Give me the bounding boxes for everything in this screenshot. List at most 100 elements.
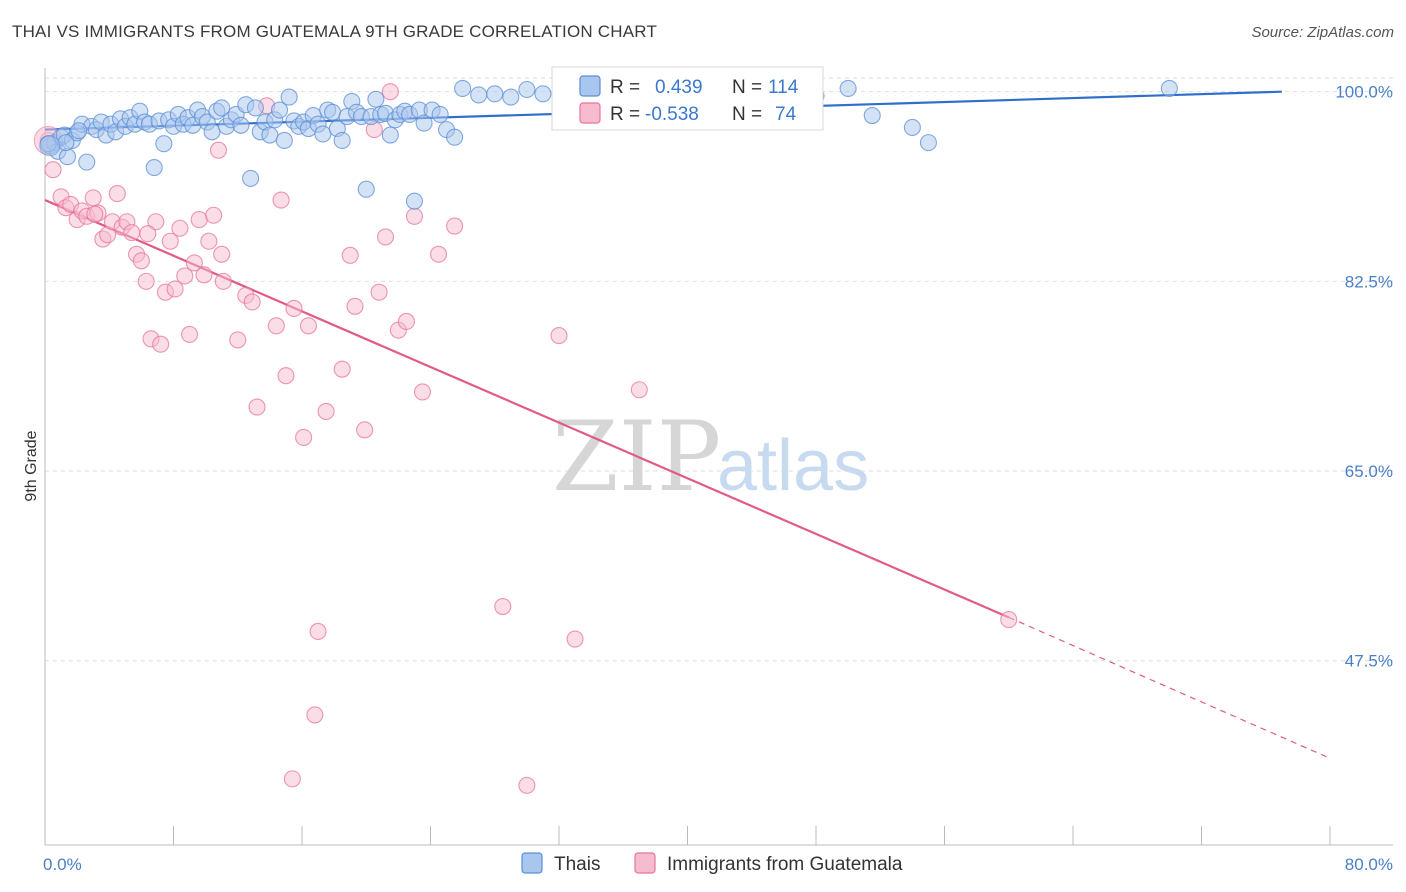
thai-point-49 — [270, 101, 289, 119]
guatemala-point-13 — [108, 185, 126, 203]
guatemala-point-65 — [566, 630, 584, 648]
thai-point-37 — [213, 99, 231, 117]
thai-point-87 — [502, 88, 520, 106]
guatemala-point-57 — [381, 83, 399, 101]
thai-point-113 — [70, 122, 88, 140]
stats-legend: R = 0.439 N = 114 R = -0.538 N = 74 — [551, 66, 824, 131]
thai-point-77 — [405, 192, 423, 210]
thai-point-110 — [1160, 79, 1178, 97]
thai-point-62 — [333, 131, 351, 150]
guatemala-point-68 — [283, 770, 301, 788]
y-tick-label-3: 47.5% — [1345, 652, 1393, 671]
thai-point-72 — [381, 126, 399, 144]
guatemala-point-24 — [161, 232, 179, 250]
guatemala-point-56 — [376, 228, 395, 246]
thai-point-35 — [203, 123, 221, 141]
guatemala-point-48 — [306, 706, 324, 724]
guatemala-point-55 — [370, 283, 388, 301]
grid-lines — [45, 77, 1393, 662]
guatemala-point-36 — [229, 331, 247, 349]
guatemala-point-21 — [147, 213, 165, 231]
thai-point-5 — [58, 148, 77, 166]
bottom-legend-guatemala-label: Immigrants from Guatemala — [667, 854, 903, 875]
guatemala-point-49 — [317, 402, 335, 420]
y-tick-label-0: 100.0% — [1335, 83, 1393, 102]
guatemala-point-71 — [139, 225, 157, 243]
guatemala-point-67 — [1000, 610, 1018, 629]
guatemala-point-16 — [123, 224, 141, 242]
y-axis-label: 9th Grade — [23, 430, 40, 501]
guatemala-point-30 — [190, 211, 208, 229]
thai-point-89 — [534, 85, 552, 103]
guatemala-point-33 — [205, 206, 223, 224]
thai-point-108 — [903, 118, 921, 136]
chart-title: THAI VS IMMIGRANTS FROM GUATEMALA 9TH GR… — [12, 22, 658, 41]
guatemala-point-69 — [405, 207, 423, 225]
legend-guatemala-r-value: -0.538 — [645, 104, 699, 125]
watermark-atlas: atlas — [717, 426, 869, 506]
guatemala-point-51 — [341, 246, 359, 264]
guatemala-point-22 — [152, 335, 170, 353]
guatemala-point-35 — [214, 272, 232, 290]
guatemala-point-26 — [171, 219, 189, 237]
legend-guatemala-n-value: 74 — [775, 104, 797, 125]
legend-thai-r-label: R = — [610, 77, 640, 98]
source-label: Source: ZipAtlas.com — [1251, 24, 1394, 41]
guatemala-point-45 — [295, 428, 313, 446]
thai-point-106 — [839, 79, 857, 97]
thai-point-88 — [518, 80, 536, 99]
thai-point-86 — [486, 85, 504, 103]
guatemala-point-72 — [86, 205, 104, 223]
thai-point-47 — [261, 126, 279, 144]
guatemala-point-44 — [285, 299, 303, 318]
thai-point-107 — [863, 106, 881, 125]
thai-point-79 — [415, 114, 433, 132]
bottom-legend-thai-swatch — [521, 852, 543, 874]
thai-point-25 — [155, 135, 173, 153]
guatemala-point-52 — [346, 297, 364, 315]
guatemala-point-41 — [267, 317, 285, 335]
guatemala-point-25 — [166, 280, 184, 298]
guatemala-point-66 — [630, 381, 648, 399]
thai-point-112 — [57, 134, 75, 152]
guatemala-point-42 — [272, 191, 290, 209]
legend-guatemala-n-label: N = — [732, 104, 762, 125]
y-tick-labels: 100.0% 82.5% 65.0% 47.5% — [1335, 83, 1393, 671]
thai-point-large — [39, 135, 61, 157]
legend-thai-n-value: 114 — [768, 77, 799, 98]
thai-point-85 — [470, 86, 488, 104]
thai-point-69 — [367, 90, 385, 108]
guatemala-point-27 — [176, 267, 194, 285]
legend-thai-r-value: 0.439 — [655, 77, 703, 98]
thai-point-109 — [919, 134, 937, 152]
guatemala-point-70 — [213, 245, 231, 263]
guatemala-point-59 — [397, 312, 415, 331]
x-tick-label-max: 80.0% — [1345, 855, 1393, 874]
legend-guatemala-r-label: R = — [610, 104, 640, 125]
thai-point-44 — [246, 99, 264, 117]
guatemala-point-34 — [209, 141, 228, 159]
guatemala-point-50 — [333, 360, 351, 378]
series-legend: Thais Immigrants from Guatemala — [521, 852, 903, 875]
watermark: ZIP atlas — [552, 401, 869, 513]
guatemala-point-62 — [494, 597, 512, 616]
guatemala-trend-extension — [1008, 616, 1331, 759]
guatemala-point-63 — [518, 776, 536, 794]
bottom-legend-guatemala-swatch — [634, 852, 656, 874]
series-guatemala-points — [33, 83, 1018, 794]
guatemala-point-61 — [446, 217, 464, 235]
legend-thai-n-label: N = — [732, 77, 762, 98]
thai-point-81 — [431, 105, 449, 123]
guatemala-point-31 — [195, 266, 213, 284]
guatemala-point-38 — [243, 293, 261, 311]
guatemala-point-39 — [248, 398, 266, 416]
guatemala-point-29 — [185, 254, 203, 272]
thai-point-58 — [314, 125, 332, 143]
thai-point-84 — [454, 79, 472, 97]
thai-point-41 — [232, 116, 250, 134]
guatemala-point-8 — [84, 189, 102, 207]
guatemala-point-1 — [44, 161, 62, 179]
y-tick-label-2: 65.0% — [1345, 462, 1393, 481]
bottom-legend-thai-label: Thais — [554, 854, 600, 875]
thai-point-23 — [145, 159, 163, 177]
